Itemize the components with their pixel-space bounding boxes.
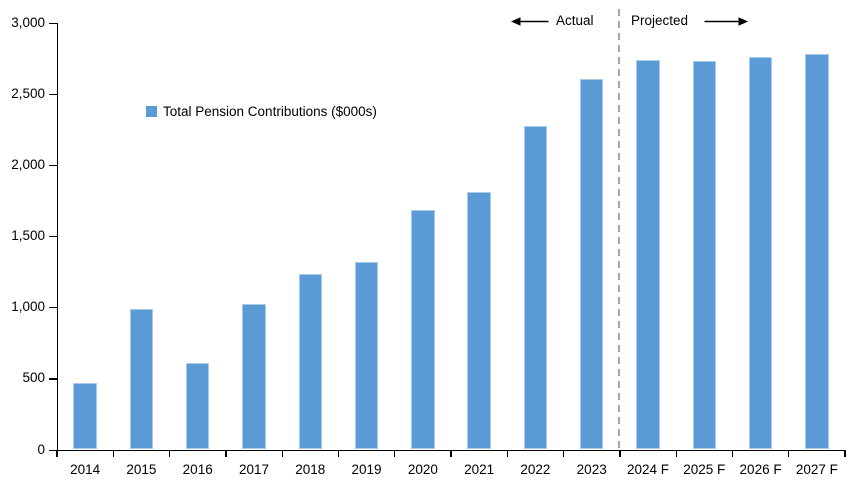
y-axis-label-1,500: 1,500	[11, 228, 45, 243]
x-tick-3	[225, 450, 227, 457]
chart-legend: Total Pension Contributions ($000s)	[146, 104, 377, 119]
y-axis-label-1,000: 1,000	[11, 299, 45, 315]
x-axis-label-2024-F: 2024 F	[626, 462, 670, 477]
projected-right-arrow-icon	[704, 17, 748, 26]
x-tick-10	[619, 450, 621, 457]
bar-2019	[354, 261, 379, 450]
y-tick-500	[49, 378, 57, 380]
bar-2018	[298, 274, 323, 450]
x-tick-12	[731, 450, 734, 457]
actual-label: Actual	[556, 13, 594, 28]
x-axis-label-2021: 2021	[464, 462, 495, 477]
x-axis-label-2022: 2022	[520, 462, 551, 477]
x-tick-11	[675, 450, 677, 457]
y-axis-line	[57, 22, 59, 451]
x-axis-label-2020: 2020	[407, 462, 438, 477]
x-tick-8	[506, 450, 508, 457]
actual-left-arrow-icon	[511, 17, 549, 26]
x-axis-label-2014: 2014	[70, 462, 101, 477]
y-axis-label-2,000: 2,000	[11, 156, 45, 172]
x-tick-7	[450, 450, 452, 457]
y-tick-1,500	[49, 236, 57, 238]
x-axis-line	[56, 449, 846, 451]
y-tick-0	[49, 449, 57, 451]
x-tick-9	[562, 450, 565, 457]
bar-2014	[73, 382, 97, 450]
x-axis-label-2018: 2018	[295, 462, 326, 477]
bar-2025 F	[692, 60, 717, 450]
bar-2026 F	[748, 56, 773, 450]
x-tick-2	[168, 450, 171, 457]
x-tick-13	[788, 450, 790, 457]
actual-projected-divider	[618, 9, 621, 450]
y-tick-3,000	[49, 22, 57, 24]
bar-2027 F	[805, 53, 829, 450]
x-tick-6	[394, 450, 396, 457]
bar-2024 F	[636, 59, 660, 450]
x-axis-label-2019: 2019	[351, 462, 382, 477]
projected-label: Projected	[631, 13, 689, 28]
x-axis-label-2025-F: 2025 F	[683, 462, 726, 477]
bar-2021	[467, 191, 491, 450]
x-tick-0	[56, 450, 58, 457]
y-axis-label-2,500: 2,500	[11, 85, 45, 101]
x-axis-label-2016: 2016	[182, 462, 213, 477]
bar-2015	[129, 308, 154, 450]
legend-label: Total Pension Contributions ($000s)	[163, 104, 377, 119]
legend-marker-icon	[146, 106, 157, 117]
y-tick-2,000	[49, 164, 57, 167]
x-axis-label-2015: 2015	[126, 462, 157, 477]
y-tick-1,000	[49, 307, 57, 309]
x-tick-4	[281, 450, 283, 457]
y-axis-label-500: 500	[22, 370, 45, 386]
y-axis-label-3,000: 3,000	[11, 14, 45, 30]
bar-2023	[579, 79, 604, 450]
x-tick-14	[844, 450, 846, 457]
x-axis-label-2026-F: 2026 F	[739, 462, 782, 477]
bar-2022	[523, 126, 548, 450]
x-axis-label-2017: 2017	[238, 462, 270, 477]
x-axis-label-2027-F: 2027 F	[795, 462, 838, 477]
y-axis-label-0: 0	[37, 441, 45, 457]
bar-2020	[411, 210, 435, 450]
y-tick-2,500	[49, 93, 57, 95]
x-axis-label-2023: 2023	[576, 462, 607, 477]
x-tick-1	[112, 450, 114, 457]
bar-2016	[185, 362, 210, 450]
bar-2017	[242, 304, 266, 450]
x-tick-5	[337, 450, 340, 457]
